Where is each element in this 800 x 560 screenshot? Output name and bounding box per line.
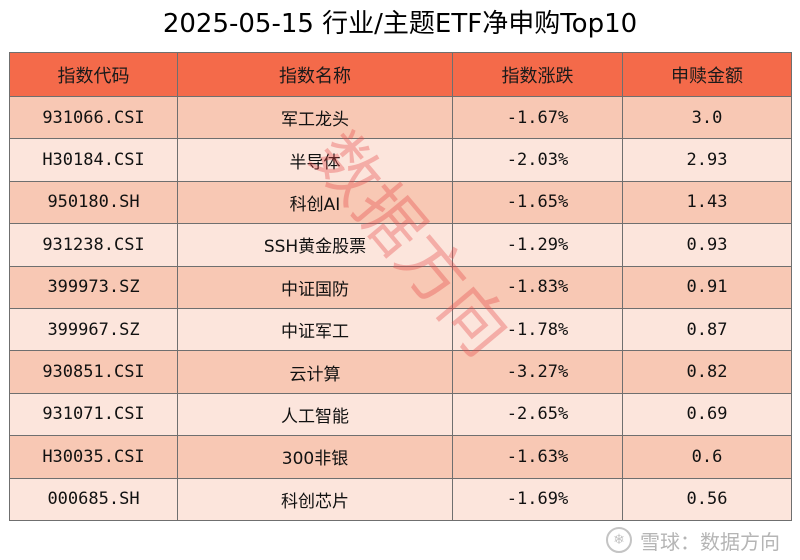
cell-amount: 0.82 [622,350,792,394]
table-row: 930851.CSI 云计算 -3.27% 0.82 [9,350,792,394]
cell-code: 950180.SH [9,180,178,225]
cell-amount: 0.56 [622,477,792,521]
cell-amount: 1.43 [622,180,792,225]
cell-code: 931071.CSI [9,392,178,437]
table-row: 931071.CSI 人工智能 -2.65% 0.69 [9,392,792,437]
cell-name: 半导体 [177,138,453,182]
footer-brand-text: 雪球：数据方向 [640,529,780,554]
table-row: 931238.CSI SSH黄金股票 -1.29% 0.93 [9,223,792,267]
header-index-change: 指数涨跌 [452,52,623,97]
header-amount: 申赎金额 [622,52,792,97]
cell-name: 云计算 [177,350,453,394]
cell-amount: 2.93 [622,138,792,182]
table-row: H30035.CSI 300非银 -1.63% 0.6 [9,435,792,479]
cell-amount: 3.0 [622,95,792,140]
table-row: 931066.CSI 军工龙头 -1.67% 3.0 [9,95,792,140]
table-row: 000685.SH 科创芯片 -1.69% 0.56 [9,477,792,521]
header-index-code: 指数代码 [9,52,178,97]
cell-code: 931066.CSI [9,95,178,140]
cell-name: SSH黄金股票 [177,223,453,267]
cell-name: 300非银 [177,435,453,479]
cell-change: -2.65% [452,392,623,437]
cell-name: 中证军工 [177,307,453,352]
table-header-row: 指数代码 指数名称 指数涨跌 申赎金额 [9,52,792,97]
cell-name: 中证国防 [177,265,453,309]
cell-change: -2.03% [452,138,623,182]
cell-name: 科创AI [177,180,453,225]
cell-code: 930851.CSI [9,350,178,394]
etf-table: 指数代码 指数名称 指数涨跌 申赎金额 931066.CSI 军工龙头 -1.6… [9,52,792,521]
cell-code: 399973.SZ [9,265,178,309]
cell-amount: 0.87 [622,307,792,352]
table-row: 399973.SZ 中证国防 -1.83% 0.91 [9,265,792,309]
page-title: 2025-05-15 行业/主题ETF净申购Top10 [162,9,638,39]
cell-code: H30035.CSI [9,435,178,479]
footer-brand: ❄ 雪球：数据方向 [606,526,780,554]
snowball-logo-icon: ❄ [606,527,632,553]
cell-code: 931238.CSI [9,223,178,267]
cell-change: -1.63% [452,435,623,479]
cell-change: -3.27% [452,350,623,394]
cell-change: -1.29% [452,223,623,267]
cell-code: 399967.SZ [9,307,178,352]
cell-change: -1.83% [452,265,623,309]
cell-name: 科创芯片 [177,477,453,521]
cell-name: 人工智能 [177,392,453,437]
cell-change: -1.78% [452,307,623,352]
cell-name: 军工龙头 [177,95,453,140]
cell-change: -1.67% [452,95,623,140]
cell-change: -1.69% [452,477,623,521]
header-index-name: 指数名称 [177,52,453,97]
cell-code: 000685.SH [9,477,178,521]
cell-code: H30184.CSI [9,138,178,182]
cell-amount: 0.69 [622,392,792,437]
cell-amount: 0.91 [622,265,792,309]
cell-amount: 0.6 [622,435,792,479]
table-row: 399967.SZ 中证军工 -1.78% 0.87 [9,307,792,352]
table-row: H30184.CSI 半导体 -2.03% 2.93 [9,138,792,182]
cell-amount: 0.93 [622,223,792,267]
table-row: 950180.SH 科创AI -1.65% 1.43 [9,180,792,225]
cell-change: -1.65% [452,180,623,225]
